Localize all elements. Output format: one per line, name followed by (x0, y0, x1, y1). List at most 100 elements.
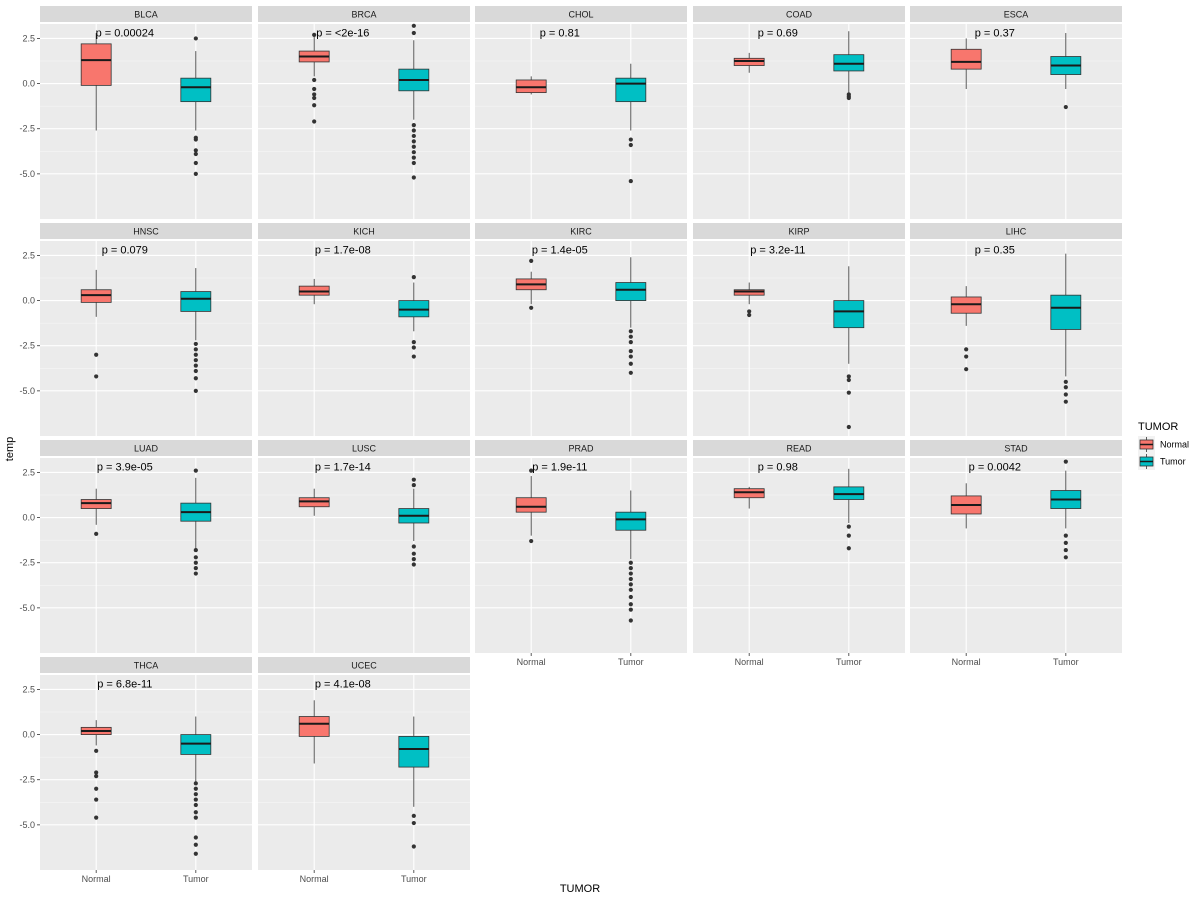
outlier-point (411, 482, 416, 488)
y-tick-label: -5.0 (19, 603, 35, 613)
outlier-point (193, 547, 198, 553)
facet-panel-kirp: KIRP p = 3.2e-11 (693, 223, 905, 436)
box-tumor (615, 490, 647, 623)
outlier-point (964, 354, 969, 359)
panel-background (693, 241, 905, 436)
box-iqr (180, 291, 212, 312)
outlier-point (193, 815, 198, 820)
outlier-point (1063, 547, 1068, 553)
outlier-point (628, 560, 633, 565)
p-value-label: p = 0.35 (975, 245, 1015, 257)
x-tick-label: Normal (517, 657, 546, 667)
facet-panel-thca: THCA 2.5 0.0 -2.5 -5.0 Normal Tumor p = 6.8e-11 (19, 657, 252, 884)
outlier-point (411, 820, 416, 826)
panel-background (40, 458, 252, 653)
facet-strip-label: THCA (134, 661, 159, 671)
panel-background (910, 241, 1122, 436)
p-value-label: p = 3.9e-05 (97, 462, 153, 474)
outlier-point (411, 477, 416, 482)
facet-strip-label: KIRP (788, 227, 809, 237)
outlier-point (193, 352, 198, 357)
box-normal (80, 269, 112, 379)
panel-background (258, 675, 470, 870)
x-tick-label: Tumor (618, 657, 644, 667)
outlier-point (94, 797, 99, 802)
outlier-point (193, 555, 198, 560)
outlier-point (193, 566, 198, 571)
y-tick-label: 0.0 (22, 296, 35, 306)
facet-strip (693, 6, 905, 22)
facet-panel-esca: ESCA p = 0.37 (910, 6, 1122, 219)
p-value-label: p = 0.37 (975, 28, 1015, 40)
facet-strip (693, 440, 905, 456)
facet-panel-read: READ Normal Tumor p = 0.98 (693, 440, 905, 667)
facet-strip (910, 6, 1122, 22)
facet-panel-lihc: LIHC p = 0.35 (910, 223, 1122, 436)
facet-panel-kich: KICH p = 1.7e-08 (258, 223, 470, 436)
box-normal (80, 720, 112, 820)
panels-layer: BLCA 2.5 0.0 -2.5 -5.0 p = 0.00024 BRCA p = <2e… (19, 6, 1122, 884)
facet-strip (693, 223, 905, 239)
facet-strip-label: COAD (786, 10, 813, 20)
facet-panel-chol: CHOL p = 0.81 (475, 6, 687, 219)
facet-panel-kirc: KIRC p = 1.4e-05 (475, 223, 687, 436)
y-tick-label: -5.0 (19, 386, 35, 396)
panel-background (258, 24, 470, 219)
panel-background (475, 24, 687, 219)
outlier-point (846, 95, 851, 101)
outlier-point (193, 376, 198, 381)
outlier-point (411, 340, 416, 345)
outlier-point (411, 544, 416, 549)
box-normal (298, 32, 330, 124)
box-iqr (615, 511, 647, 531)
facet-panel-hnsc: HNSC 2.5 0.0 -2.5 -5.0 p = 0.079 (19, 223, 252, 436)
box-tumor (833, 266, 865, 430)
box-normal (733, 282, 765, 318)
outlier-point (312, 77, 317, 83)
outlier-point (529, 258, 534, 263)
outlier-point (747, 312, 752, 318)
outlier-point (628, 361, 633, 366)
outlier-point (628, 137, 633, 142)
panel-background (910, 458, 1122, 653)
p-value-label: p = <2e-16 (316, 28, 369, 40)
outlier-point (193, 148, 198, 153)
p-value-label: p = 0.98 (758, 462, 798, 474)
outlier-point (628, 602, 633, 607)
y-tick-label: 0.0 (22, 730, 35, 740)
x-tick-label: Tumor (401, 874, 427, 884)
outlier-point (193, 388, 198, 393)
outlier-point (94, 352, 99, 357)
outlier-point (628, 587, 633, 592)
outlier-point (529, 468, 534, 473)
outlier-point (193, 160, 198, 166)
p-value-label: p = 1.4e-05 (532, 245, 588, 257)
facet-strip (910, 223, 1122, 239)
outlier-point (628, 329, 633, 334)
box-normal (298, 488, 330, 516)
x-tick-label: Tumor (836, 657, 862, 667)
outlier-point (193, 571, 198, 576)
x-tick-label: Normal (300, 874, 329, 884)
outlier-point (846, 424, 851, 430)
outlier-point (1063, 392, 1068, 397)
outlier-point (411, 128, 416, 133)
p-value-label: p = 0.079 (102, 245, 148, 257)
y-tick-label: 2.5 (22, 684, 35, 694)
facet-strip-label: KICH (353, 227, 375, 237)
outlier-point (312, 86, 317, 92)
outlier-point (411, 133, 416, 139)
y-tick-label: -2.5 (19, 341, 35, 351)
outlier-point (193, 835, 198, 840)
outlier-point (411, 150, 416, 155)
facet-strip-label: BRCA (351, 10, 376, 20)
box-normal (733, 486, 765, 509)
outlier-point (411, 175, 416, 180)
box-normal (950, 286, 982, 372)
outlier-point (193, 347, 198, 352)
facet-strip (40, 223, 252, 239)
p-value-label: p = 0.00024 (96, 28, 154, 40)
p-value-label: p = 1.9e-11 (532, 462, 587, 474)
outlier-point (1063, 385, 1068, 390)
facet-strip-label: CHOL (568, 10, 593, 20)
